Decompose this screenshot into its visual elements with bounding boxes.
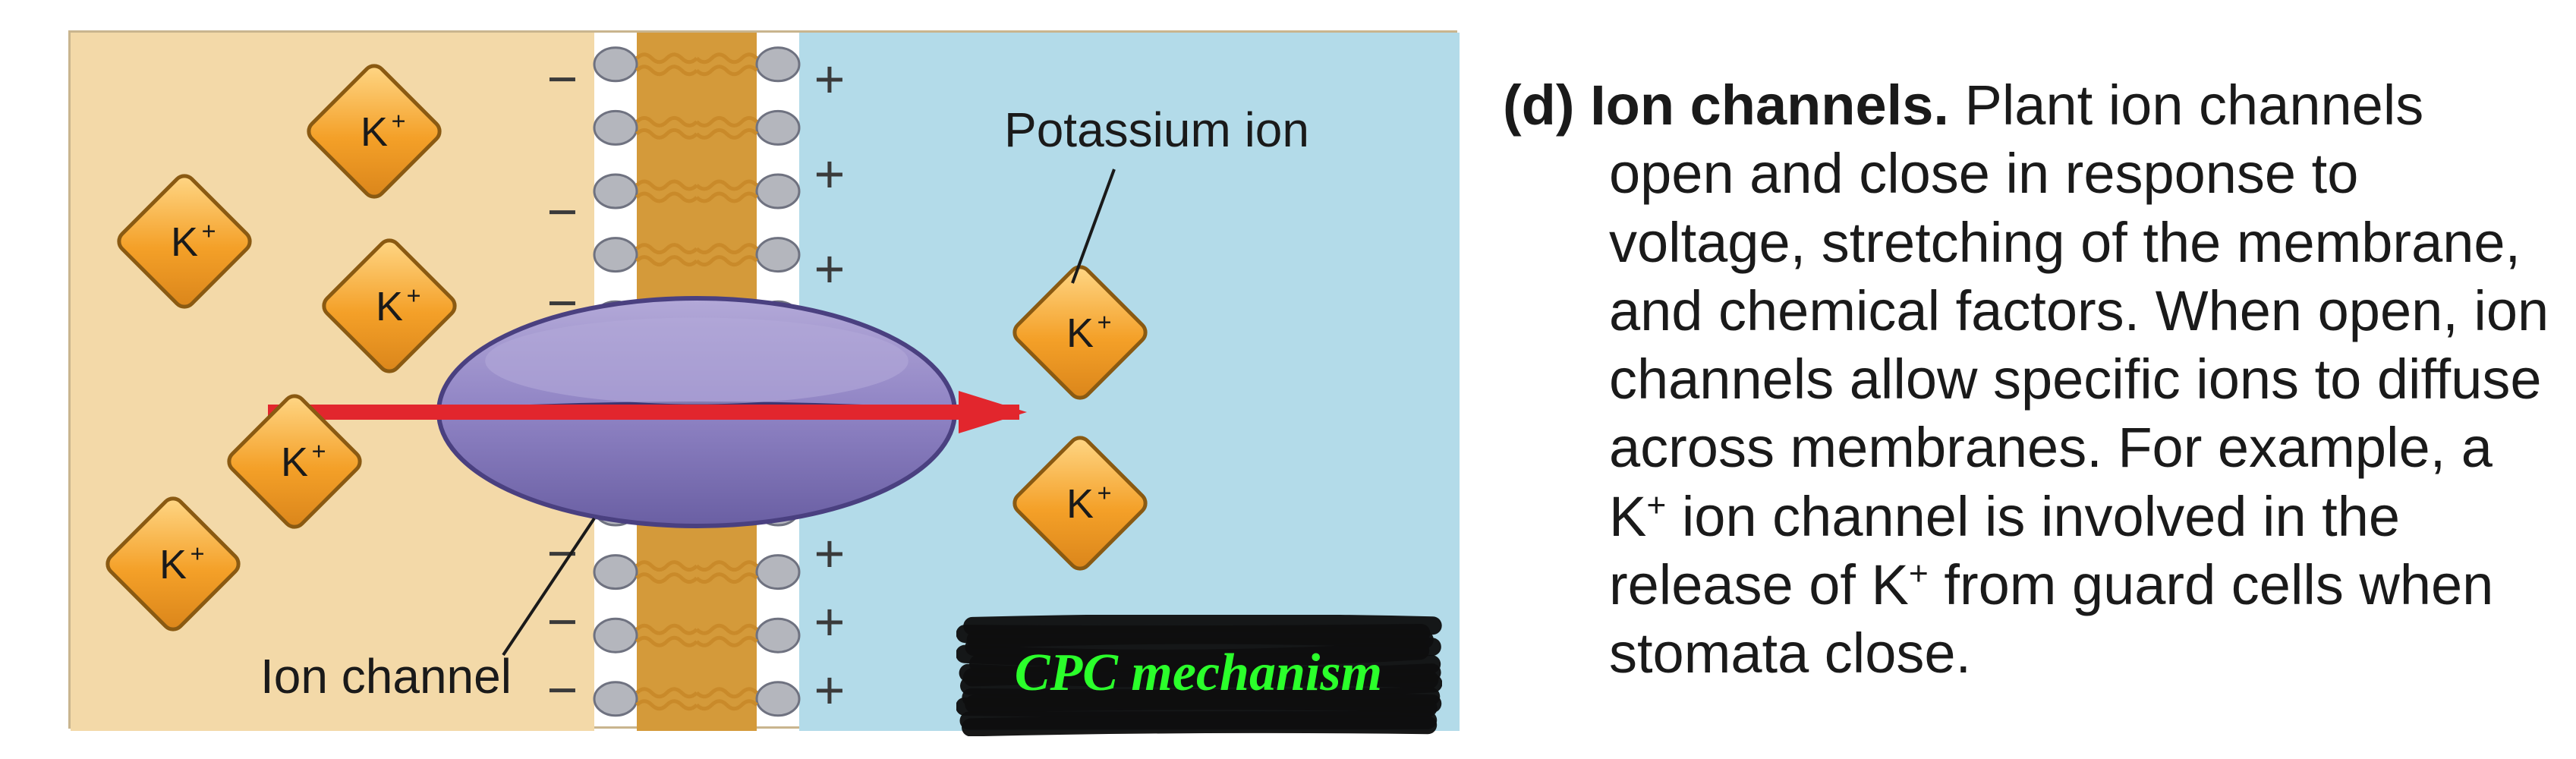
svg-text:+: +	[392, 107, 406, 134]
svg-text:−: −	[547, 660, 578, 720]
svg-text:K: K	[1066, 481, 1094, 527]
svg-text:+: +	[814, 660, 846, 720]
svg-text:+: +	[312, 437, 326, 465]
svg-text:+: +	[814, 592, 846, 651]
caption-sup-0: +	[1646, 487, 1666, 524]
svg-text:−: −	[547, 592, 578, 651]
svg-text:K: K	[1066, 310, 1094, 356]
svg-text:K: K	[376, 284, 403, 329]
svg-text:−: −	[547, 273, 578, 332]
svg-text:+: +	[1097, 479, 1112, 506]
svg-text:Ion channel: Ion channel	[260, 649, 512, 704]
svg-text:+: +	[1097, 308, 1112, 335]
caption-body-0: Plant ion channels open and close in res…	[1609, 74, 2549, 548]
svg-text:K: K	[159, 542, 187, 587]
svg-text:−: −	[547, 182, 578, 241]
svg-text:+: +	[814, 239, 846, 298]
svg-text:−: −	[547, 524, 578, 583]
svg-text:+: +	[191, 540, 205, 567]
svg-text:Potassium ion: Potassium ion	[1004, 102, 1309, 157]
svg-text:K: K	[171, 219, 198, 265]
caption-heading: Ion channels.	[1590, 74, 1949, 137]
caption-text: (d) Ion channels. Plant ion channels ope…	[1503, 15, 2550, 744]
svg-text:+: +	[814, 144, 846, 203]
svg-text:+: +	[202, 217, 216, 244]
svg-text:+: +	[814, 49, 846, 109]
caption-prefix: (d)	[1503, 74, 1575, 137]
svg-text:+: +	[814, 524, 846, 583]
ion-channel-diagram: K+K+K+K+K+K+K+−−−−−−++++++Potassium ionI…	[68, 30, 1457, 729]
svg-text:+: +	[407, 282, 421, 309]
svg-text:−: −	[547, 49, 578, 109]
svg-text:K: K	[281, 439, 308, 485]
caption-sup-1: +	[1909, 555, 1929, 592]
svg-text:K: K	[361, 109, 388, 155]
